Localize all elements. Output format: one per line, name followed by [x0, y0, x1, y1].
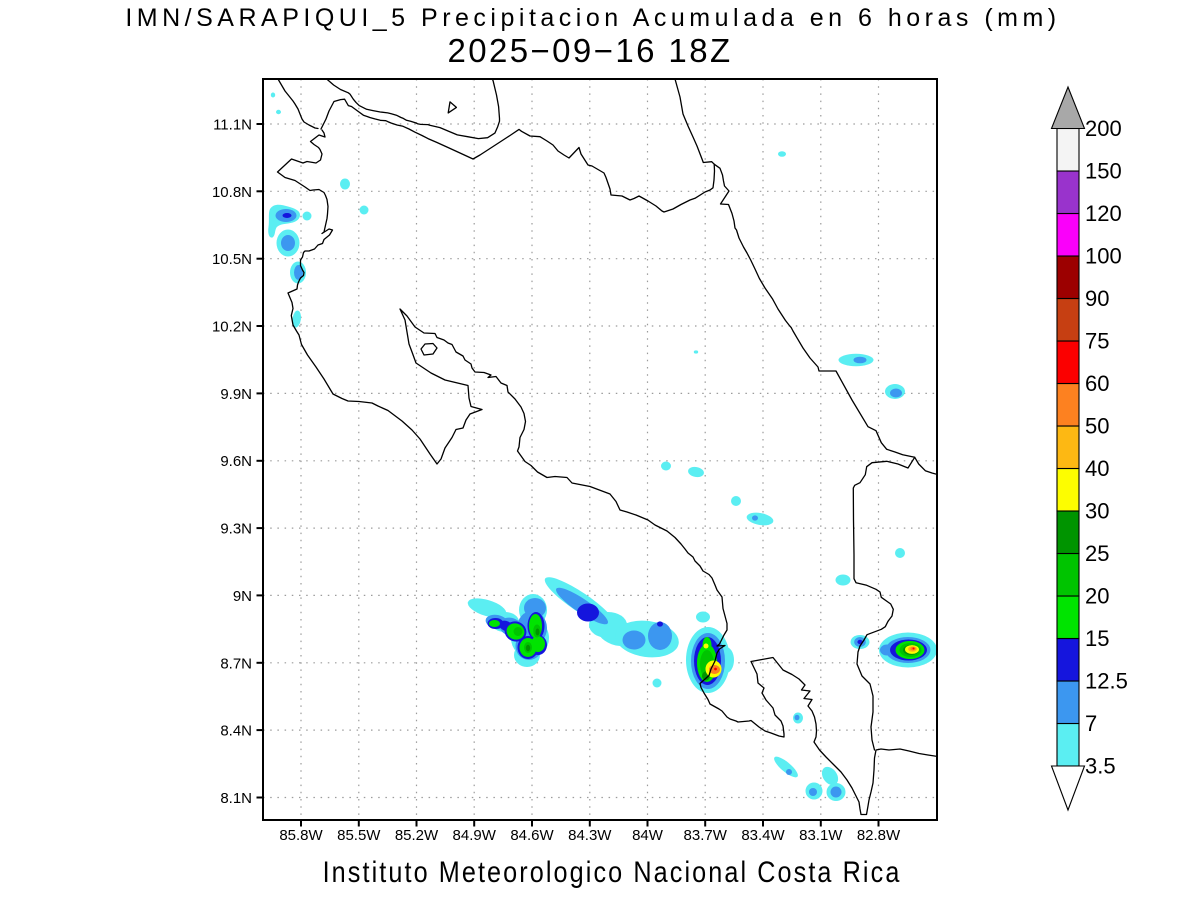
svg-text:75: 75: [1085, 329, 1109, 354]
svg-text:90: 90: [1085, 286, 1109, 311]
svg-text:9.6N: 9.6N: [220, 453, 252, 470]
svg-text:2025−09−16 18Z: 2025−09−16 18Z: [448, 32, 733, 69]
svg-text:8.1N: 8.1N: [220, 790, 252, 807]
svg-text:200: 200: [1085, 116, 1122, 141]
svg-text:84W: 84W: [632, 827, 664, 844]
svg-text:Instituto Meteorologico Nacion: Instituto Meteorologico Nacional Costa R…: [323, 855, 902, 889]
svg-text:84.3W: 84.3W: [568, 827, 612, 844]
svg-text:85.8W: 85.8W: [279, 827, 323, 844]
svg-text:10.8N: 10.8N: [212, 184, 252, 201]
svg-text:9.3N: 9.3N: [220, 521, 252, 538]
svg-text:20: 20: [1085, 584, 1109, 609]
svg-text:83.4W: 83.4W: [741, 827, 785, 844]
svg-text:100: 100: [1085, 244, 1122, 269]
svg-text:9N: 9N: [233, 588, 252, 605]
svg-text:9.9N: 9.9N: [220, 386, 252, 403]
svg-text:15: 15: [1085, 626, 1109, 651]
svg-text:10.2N: 10.2N: [212, 319, 252, 336]
svg-text:83.7W: 83.7W: [684, 827, 728, 844]
svg-text:60: 60: [1085, 371, 1109, 396]
svg-text:7: 7: [1085, 711, 1097, 736]
svg-text:50: 50: [1085, 414, 1109, 439]
svg-text:12.5: 12.5: [1085, 669, 1128, 694]
svg-text:85.5W: 85.5W: [337, 827, 381, 844]
svg-text:150: 150: [1085, 159, 1122, 184]
svg-text:120: 120: [1085, 201, 1122, 226]
svg-text:IMN/SARAPIQUI_5 Precipitacion: IMN/SARAPIQUI_5 Precipitacion Acumulada …: [125, 4, 1060, 32]
svg-text:30: 30: [1085, 499, 1109, 524]
svg-text:82.8W: 82.8W: [857, 827, 901, 844]
svg-text:25: 25: [1085, 541, 1109, 566]
svg-text:8.7N: 8.7N: [220, 655, 252, 672]
svg-text:40: 40: [1085, 456, 1109, 481]
svg-text:84.6W: 84.6W: [510, 827, 554, 844]
svg-text:10.5N: 10.5N: [212, 251, 252, 268]
svg-text:3.5: 3.5: [1085, 754, 1116, 779]
svg-text:84.9W: 84.9W: [453, 827, 497, 844]
svg-text:83.1W: 83.1W: [799, 827, 843, 844]
svg-text:8.4N: 8.4N: [220, 723, 252, 740]
svg-text:85.2W: 85.2W: [395, 827, 439, 844]
svg-text:11.1N: 11.1N: [213, 117, 252, 134]
